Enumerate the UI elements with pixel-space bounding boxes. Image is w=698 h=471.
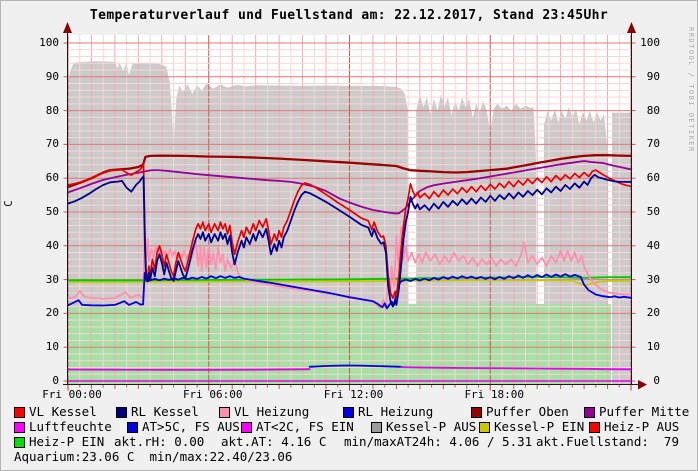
legend-swatch-at-gt5 — [127, 422, 138, 433]
legend-label-at-lt2: AT<2C, FS EIN — [256, 419, 354, 434]
y-tick-label-right-90: 90 — [646, 69, 660, 83]
legend-swatch-kessel-p-ein — [479, 422, 490, 433]
stat-minmax-at24h: min/maxAT24h: 4.06 / 5.31 — [344, 434, 533, 449]
legend-label-rl-kessel: RL Kessel — [131, 404, 199, 419]
series-at-magenta-1 — [67, 368, 311, 371]
legend-swatch-kessel-p-aus — [371, 422, 382, 433]
legend-swatch-luftfeuchte — [14, 422, 25, 433]
arrow-up-left — [63, 22, 72, 33]
legend-label-puffer-mitte: Puffer Mitte — [599, 404, 690, 419]
legend-swatch-at-lt2 — [241, 422, 252, 433]
legend-label-puffer-oben: Puffer Oben — [486, 404, 569, 419]
y-tick-label-right-30: 30 — [646, 272, 660, 286]
stat-akt-at: akt.AT: 4.16 C — [221, 434, 327, 449]
y-tick-label-right-80: 80 — [646, 103, 660, 117]
y-tick-label-right-100: 100 — [640, 36, 660, 49]
area-fuellstand-kessel-p-aus — [612, 112, 631, 384]
y-tick-label-left-60: 60 — [45, 171, 59, 185]
y-tick-label-left-100: 100 — [39, 36, 59, 49]
legend-label-vl-kessel: VL Kessel — [29, 404, 97, 419]
y-tick-label-left-50: 50 — [45, 205, 59, 218]
series-rl-kessel — [67, 173, 632, 308]
stat-aquarium: Aquarium:23.06 C min/max:22.40/23.06 — [14, 449, 293, 464]
y-tick-label-left-80: 80 — [45, 103, 59, 117]
legend-swatch-puffer-mitte — [584, 407, 595, 418]
y-tick-label-right-50: 50 — [646, 205, 660, 218]
series-puffer-mitte — [67, 160, 632, 215]
legend-label-vl-heizung: VL Heizung — [234, 404, 310, 419]
y-tick-label-right-0: 0 — [653, 374, 660, 387]
legend-swatch-heiz-p-aus — [589, 422, 600, 433]
y-tick-label-right-10: 10 — [646, 340, 660, 354]
legend-label-luftfeuchte: Luftfeuchte — [29, 419, 112, 434]
y-tick-label-left-30: 30 — [45, 272, 59, 286]
legend-label-kessel-p-ein: Kessel-P EIN — [494, 419, 585, 434]
plot-area — [63, 22, 647, 391]
y-tick-label-right-60: 60 — [646, 171, 660, 185]
legend-swatch-rl-kessel — [116, 407, 127, 418]
area-fuellstand-kessel-p-aus — [68, 61, 409, 385]
x-tick-label-12: Fri 12:00 — [323, 388, 384, 401]
arrow-up-right — [627, 22, 636, 33]
y-tick-label-left-20: 20 — [45, 306, 59, 320]
rrdtool-watermark: RRDTOOL / TOBI OETIKER — [687, 27, 695, 153]
legend-swatch-vl-heizung — [219, 407, 230, 418]
legend-swatch-heiz-p-ein — [14, 437, 25, 448]
x-tick-label-0: Fri 00:00 — [42, 388, 102, 401]
y-axis-title: C — [1, 200, 15, 207]
series-vl-kessel — [67, 162, 632, 300]
y-tick-label-left-40: 40 — [45, 238, 59, 252]
legend-swatch-rl-heizung — [343, 407, 354, 418]
legend-label-rl-heizung: RL Heizung — [358, 404, 434, 419]
y-tick-label-left-0: 0 — [52, 374, 59, 387]
y-tick-label-right-70: 70 — [646, 137, 660, 151]
series-puffer-oben — [66, 154, 633, 189]
y-tick-label-left-70: 70 — [45, 137, 59, 151]
legend-label-heiz-p-ein: Heiz-P EIN — [29, 434, 105, 449]
series-at-magenta-2 — [400, 366, 632, 371]
series-at-blue — [308, 364, 403, 368]
x-tick-label-6: Fri 06:00 — [182, 388, 243, 401]
page-title: Temperaturverlauf und Fuellstand am: 22.… — [89, 8, 609, 23]
legend-swatch-vl-kessel — [14, 407, 25, 418]
legend-label-kessel-p-aus: Kessel-P AUS — [386, 419, 477, 434]
y-tick-label-right-40: 40 — [646, 238, 660, 252]
x-tick-label-18: Fri 18:00 — [464, 388, 525, 401]
legend-swatch-puffer-oben — [471, 407, 482, 418]
y-tick-label-right-20: 20 — [646, 306, 660, 320]
arrow-right — [638, 380, 647, 390]
legend-label-heiz-p-aus: Heiz-P AUS — [604, 419, 680, 434]
y-tick-label-left-10: 10 — [45, 340, 59, 354]
stat-akt-fuellstand: akt.Fuellstand: 79 — [536, 434, 679, 449]
area-aquarium-heiz-p-ein — [68, 303, 612, 384]
legend-label-at-gt5: AT>5C, FS AUS — [142, 419, 240, 434]
stat-akt-rh: akt.rH: 0.00 — [114, 434, 205, 449]
y-tick-label-left-90: 90 — [45, 69, 59, 83]
